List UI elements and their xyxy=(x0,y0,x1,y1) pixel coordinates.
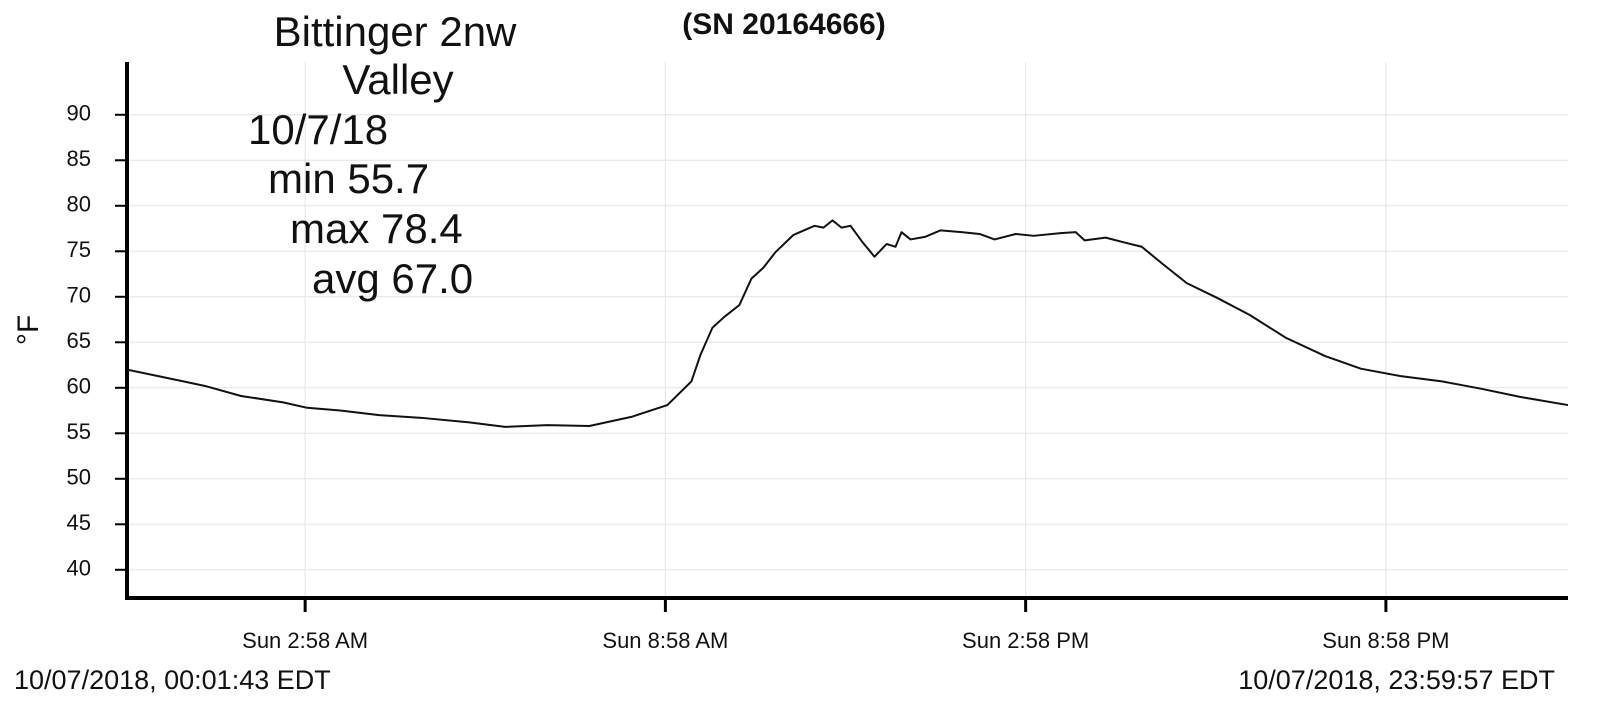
annotation: avg 67.0 xyxy=(312,255,473,302)
annotation: Bittinger 2nw xyxy=(274,8,517,55)
annotation: max 78.4 xyxy=(290,205,463,252)
y-tick-label: 65 xyxy=(67,328,91,353)
y-tick-label: 85 xyxy=(67,146,91,171)
x-tick-label: Sun 8:58 AM xyxy=(602,628,728,653)
end-time: 10/07/2018, 23:59:57 EDT xyxy=(1238,665,1555,695)
y-tick-label: 40 xyxy=(67,556,91,581)
y-tick-label: 80 xyxy=(67,192,91,217)
x-tick-label: Sun 2:58 PM xyxy=(962,628,1089,653)
annotation: min 55.7 xyxy=(268,155,429,202)
y-tick-label: 75 xyxy=(67,237,91,262)
y-tick-label: 45 xyxy=(67,510,91,535)
data-line xyxy=(126,219,1569,428)
start-time: 10/07/2018, 00:01:43 EDT xyxy=(14,665,331,695)
y-tick-label: 60 xyxy=(67,374,91,399)
annotation: Valley xyxy=(342,56,453,103)
y-axis-label: °F xyxy=(12,315,45,345)
y-tick-label: 70 xyxy=(67,283,91,308)
chart-title: (SN 20164666) xyxy=(682,8,885,41)
y-tick-label: 50 xyxy=(67,465,91,490)
annotation: 10/7/18 xyxy=(248,106,388,153)
x-tick-label: Sun 8:58 PM xyxy=(1322,628,1449,653)
x-tick-label: Sun 2:58 AM xyxy=(242,628,368,653)
y-tick-label: 90 xyxy=(67,101,91,126)
y-tick-label: 55 xyxy=(67,419,91,444)
